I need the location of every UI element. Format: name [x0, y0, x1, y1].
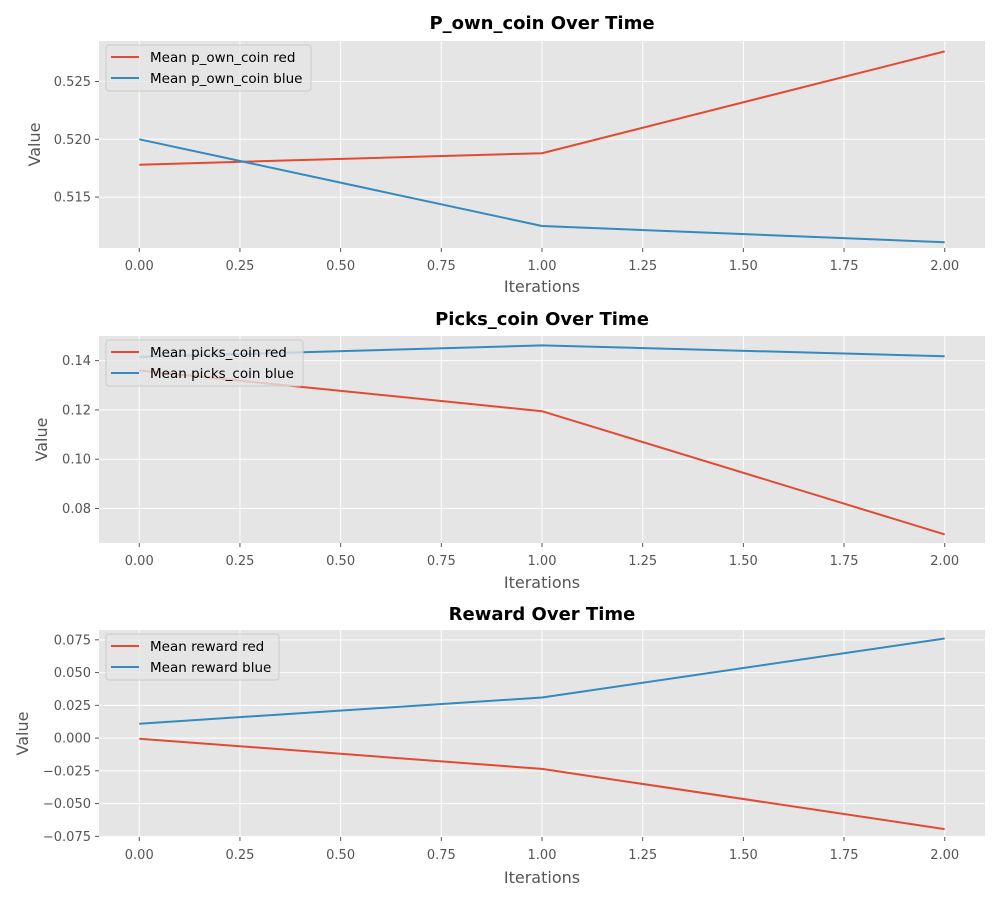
x-tick-label: 0.75: [427, 259, 456, 274]
x-tick-label: 0.50: [326, 848, 355, 863]
y-tick-label: 0.12: [62, 403, 91, 418]
x-tick-label: 1.50: [729, 554, 758, 569]
series-line-blue: [139, 637, 945, 725]
y-tick-label: 0.515: [54, 191, 91, 206]
x-tick-label: 1.50: [729, 848, 758, 863]
x-tick-label: 2.00: [930, 554, 959, 569]
y-axis-label: Value: [13, 712, 32, 756]
y-tick-label: 0.025: [54, 699, 91, 714]
legend-box: [105, 633, 280, 681]
y-tick-label: 0.050: [54, 666, 91, 681]
x-axis-label: Iterations: [504, 573, 580, 592]
x-axis-label: Iterations: [504, 277, 580, 296]
y-tick-label: 0.520: [54, 133, 91, 148]
x-tick-label: 0.75: [427, 848, 456, 863]
x-tick-label: 1.75: [830, 848, 859, 863]
x-tick-label: 0.50: [326, 259, 355, 274]
legend-label: Mean p_own_coin red: [150, 50, 295, 66]
subplot-3: 0.00 0.25 0.50 0.75 1.00 1.25 1.50 1.75 2.00 −0.0…: [13, 604, 985, 887]
series-line-red: [139, 50, 945, 166]
legend-label: Mean p_own_coin blue: [150, 71, 302, 87]
legend-label: Mean picks_coin red: [150, 345, 287, 361]
x-tick-label: 1.25: [628, 848, 657, 863]
y-tick-label: −0.025: [43, 764, 91, 779]
x-axis-label: Iterations: [504, 868, 580, 887]
x-tick-label: 0.25: [225, 848, 254, 863]
x-tick-label: 0.00: [125, 259, 154, 274]
x-tick-label: 0.50: [326, 554, 355, 569]
x-tick-label: 0.00: [125, 554, 154, 569]
x-tick-label: 1.75: [830, 259, 859, 274]
legend-box: [105, 339, 304, 387]
x-tick-label: 1.00: [528, 848, 557, 863]
y-tick-label: 0.08: [62, 502, 91, 517]
legend: Mean p_own_coin red Mean p_own_coin blue: [105, 44, 312, 92]
series-line-red: [139, 737, 945, 831]
legend: Mean reward red Mean reward blue: [105, 633, 280, 681]
x-tick-label: 1.25: [628, 259, 657, 274]
legend-label: Mean picks_coin blue: [150, 366, 294, 382]
y-tick-label: 0.14: [62, 354, 91, 369]
y-tick-label: 0.525: [54, 75, 91, 90]
y-tick-label: 0.075: [54, 633, 91, 648]
chart-title: P_own_coin Over Time: [429, 13, 654, 34]
chart-title: Picks_coin Over Time: [435, 309, 649, 330]
subplot-1: 0.00 0.25 0.50 0.75 1.00 1.25 1.50 1.75 2.00 0.51…: [25, 13, 985, 296]
subplot-2: 0.00 0.25 0.50 0.75 1.00 1.25 1.50 1.75 2.00 0.08…: [32, 309, 985, 592]
x-tick-label: 0.25: [225, 554, 254, 569]
legend-label: Mean reward red: [150, 639, 264, 655]
y-tick-label: −0.075: [43, 830, 91, 845]
legend-box: [105, 44, 312, 92]
x-tick-label: 1.25: [628, 554, 657, 569]
x-tick-label: 1.75: [830, 554, 859, 569]
legend-label: Mean reward blue: [150, 660, 271, 676]
x-tick-label: 0.25: [225, 259, 254, 274]
y-tick-label: 0.10: [62, 453, 91, 468]
x-tick-label: 2.00: [930, 259, 959, 274]
x-tick-label: 2.00: [930, 848, 959, 863]
x-tick-label: 1.00: [528, 554, 557, 569]
chart-title: Reward Over Time: [449, 604, 636, 625]
y-axis-label: Value: [32, 418, 51, 462]
x-tick-label: 0.00: [125, 848, 154, 863]
x-tick-label: 0.75: [427, 554, 456, 569]
legend: Mean picks_coin red Mean picks_coin blue: [105, 339, 304, 387]
y-tick-label: −0.050: [43, 797, 91, 812]
y-axis-label: Value: [25, 123, 44, 167]
series-line-blue: [139, 138, 945, 244]
y-tick-label: 0.000: [54, 732, 91, 747]
x-tick-label: 1.50: [729, 259, 758, 274]
x-tick-label: 1.00: [528, 259, 557, 274]
